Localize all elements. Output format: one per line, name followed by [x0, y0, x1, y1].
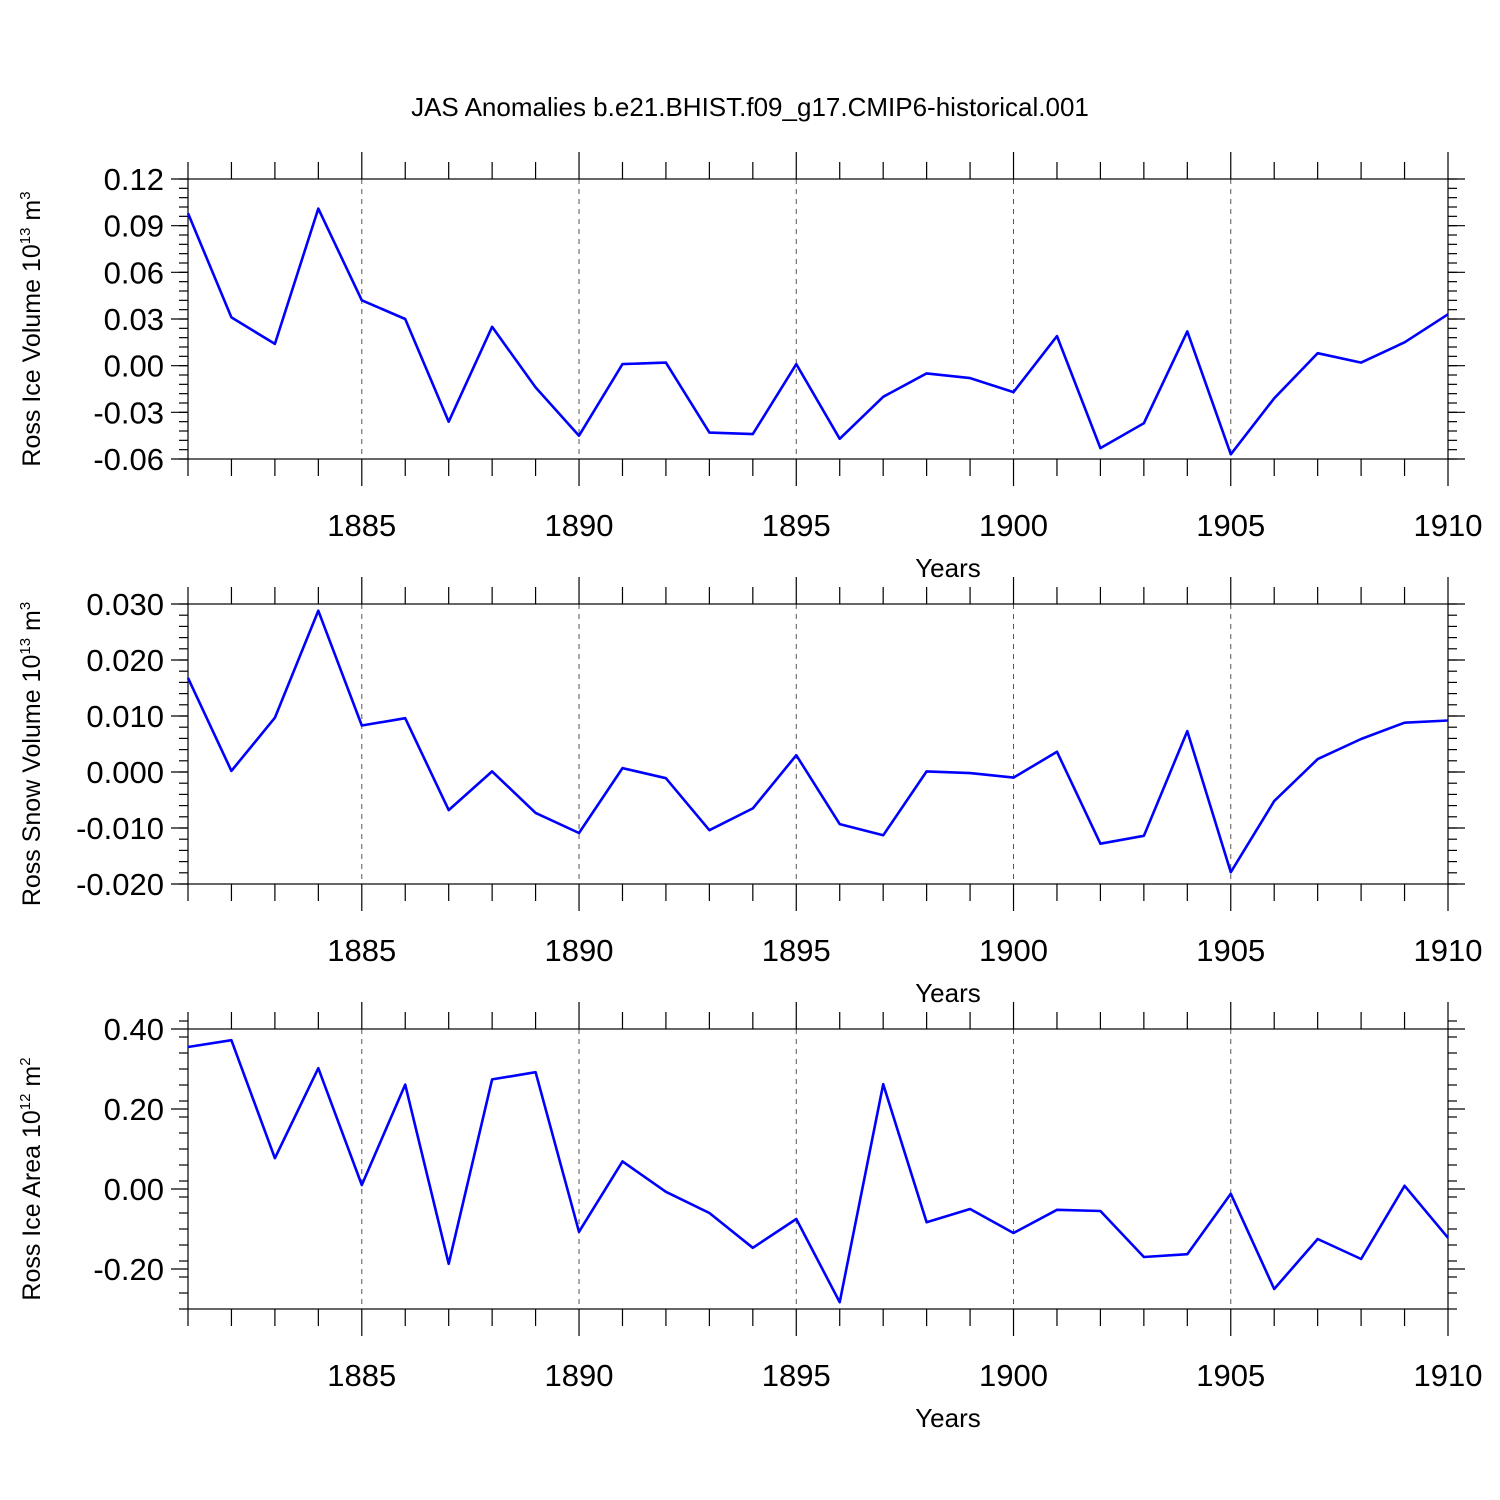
chart-title: JAS Anomalies b.e21.BHIST.f09_g17.CMIP6-…	[411, 92, 1089, 122]
x-tick-label: 1905	[1196, 1358, 1265, 1393]
y-tick-label: 0.010	[86, 699, 164, 734]
series-line	[187, 1038, 1449, 1304]
x-tick-label: 1910	[1414, 933, 1483, 968]
panel-3: 0.40 0.20 0.00 -0.20 1885 1890 1895 1900 1905 191…	[17, 1002, 1482, 1433]
y-axis-label-superscript: 12	[17, 1094, 34, 1111]
x-tick-label: 1890	[545, 508, 614, 543]
y-tick-label: 0.00	[104, 1172, 164, 1207]
panel-1: 0.12 0.09 0.06 0.03 0.00 -0.03 -0.06 1885 1890 18…	[17, 152, 1482, 583]
y-axis-label-text: Ross Ice Area 10	[18, 1110, 46, 1300]
y-tick-label: 0.00	[104, 349, 164, 384]
x-tick-label: 1895	[762, 508, 831, 543]
x-tick-label: 1905	[1196, 933, 1265, 968]
x-tick-label: 1885	[327, 1358, 396, 1393]
x-tick-label: 1910	[1414, 1358, 1483, 1393]
x-tick-label: 1910	[1414, 508, 1483, 543]
y-tick-label: -0.20	[93, 1252, 164, 1287]
y-axis-label-superscript: 3	[17, 191, 34, 199]
plot-frame	[187, 603, 1449, 885]
x-tick-label: 1895	[762, 1358, 831, 1393]
x-tick-label: 1890	[545, 933, 614, 968]
x-tick-label: 1900	[979, 508, 1048, 543]
series-line	[186, 207, 1449, 456]
x-axis-label: Years	[915, 1403, 981, 1433]
y-axis-label-text: m	[18, 200, 46, 228]
y-axis-label: Ross Ice Area 1012 m2	[17, 1057, 46, 1300]
y-axis-label-text: m	[18, 610, 46, 638]
x-tick-label: 1890	[545, 1358, 614, 1393]
x-tick-label: 1900	[979, 1358, 1048, 1393]
x-tick-label: 1885	[327, 933, 396, 968]
y-tick-label: 0.09	[104, 209, 164, 244]
y-tick-label: -0.03	[93, 395, 164, 430]
x-axis-label: Years	[915, 978, 981, 1008]
y-tick-label: 0.12	[104, 162, 164, 197]
x-tick-label: 1905	[1196, 508, 1265, 543]
y-axis-label-text: Ross Snow Volume 10	[18, 655, 46, 907]
x-tick-label: 1895	[762, 933, 831, 968]
y-axis-label-text: Ross Ice Volume 10	[18, 244, 46, 466]
y-tick-label: 0.020	[86, 643, 164, 678]
panel-2: 0.030 0.020 0.010 0.000 -0.010 -0.020 1885 1890…	[17, 577, 1482, 1008]
x-tick-label: 1885	[327, 508, 396, 543]
y-axis-label-superscript: 3	[17, 602, 34, 610]
x-tick-label: 1900	[979, 933, 1048, 968]
y-axis-label-superscript: 13	[17, 638, 34, 655]
y-tick-label: 0.030	[86, 587, 164, 622]
y-tick-label: 0.40	[104, 1012, 164, 1047]
y-tick-label: 0.03	[104, 302, 164, 337]
y-tick-label: -0.010	[76, 811, 164, 846]
y-axis-label: Ross Snow Volume 1013 m3	[17, 602, 46, 906]
series-line	[186, 609, 1449, 874]
y-axis-label-text: m	[18, 1066, 46, 1094]
y-axis-label: Ross Ice Volume 1013 m3	[17, 191, 46, 466]
y-tick-label: 0.06	[104, 255, 164, 290]
y-tick-label: 0.000	[86, 755, 164, 790]
y-axis-label-superscript: 2	[17, 1057, 34, 1065]
x-axis-label: Years	[915, 553, 981, 583]
y-tick-label: -0.020	[76, 867, 164, 902]
y-axis-label-superscript: 13	[17, 228, 34, 245]
y-tick-label: 0.20	[104, 1092, 164, 1127]
plot-frame	[187, 1028, 1449, 1310]
y-tick-label: -0.06	[93, 442, 164, 477]
